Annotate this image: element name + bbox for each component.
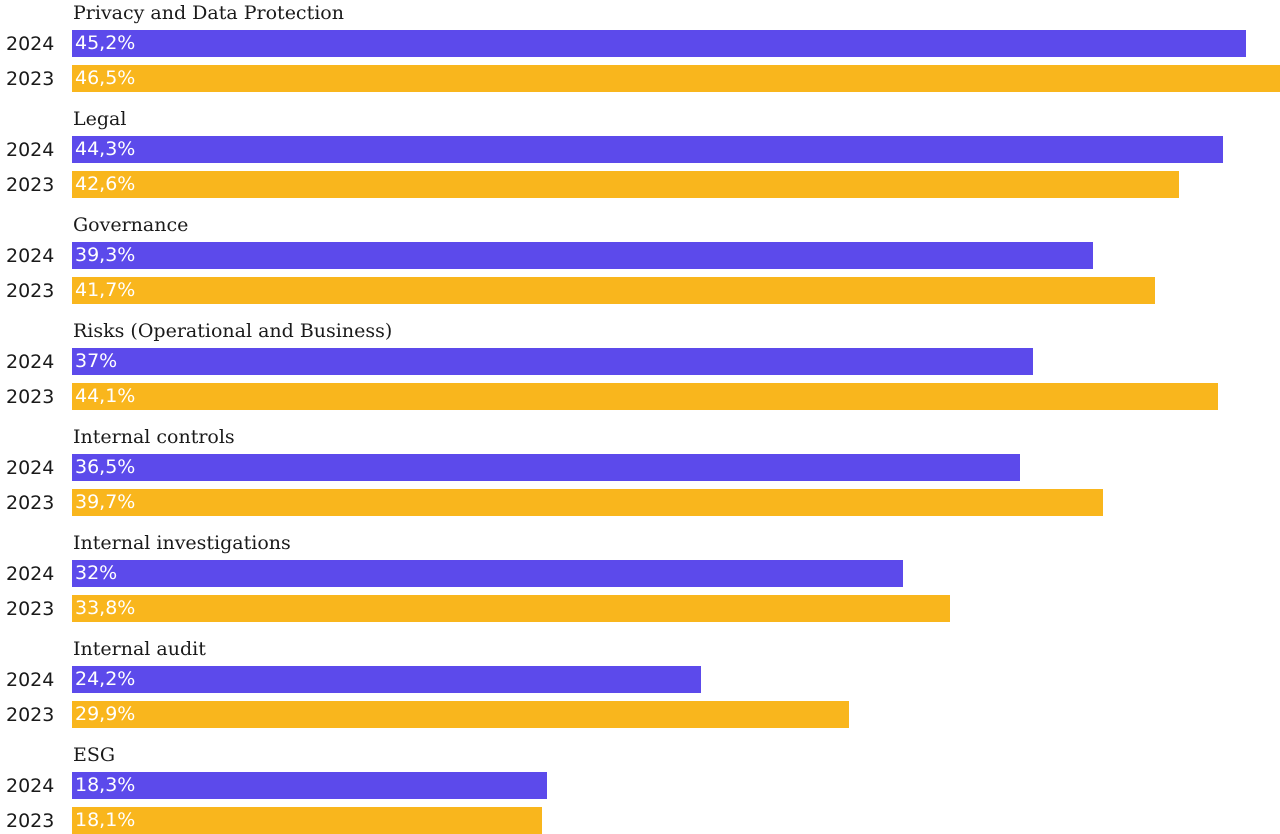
category-label: Internal controls bbox=[73, 426, 235, 448]
category-label: Internal audit bbox=[73, 638, 206, 660]
category-label: Internal investigations bbox=[73, 532, 291, 554]
bar-value-label: 33,8% bbox=[75, 597, 136, 619]
bar-2024 bbox=[72, 454, 1021, 481]
bar-value-label: 24,2% bbox=[75, 668, 136, 690]
series-year-label: 2023 bbox=[6, 280, 55, 302]
bar-value-label: 46,5% bbox=[75, 67, 136, 89]
bar-value-label: 29,9% bbox=[75, 703, 136, 725]
bar-2024 bbox=[72, 772, 548, 799]
bar-value-label: 39,3% bbox=[75, 244, 136, 266]
bar-value-label: 18,1% bbox=[75, 809, 136, 831]
series-year-label: 2024 bbox=[6, 351, 55, 373]
bar-value-label: 45,2% bbox=[75, 32, 136, 54]
series-year-label: 2024 bbox=[6, 245, 55, 267]
bar-2023 bbox=[72, 65, 1280, 92]
series-year-label: 2023 bbox=[6, 174, 55, 196]
bar-value-label: 18,3% bbox=[75, 774, 136, 796]
series-year-label: 2023 bbox=[6, 492, 55, 514]
bar-2024 bbox=[72, 242, 1093, 269]
bar-value-label: 39,7% bbox=[75, 491, 136, 513]
series-year-label: 2024 bbox=[6, 139, 55, 161]
series-year-label: 2023 bbox=[6, 704, 55, 726]
series-year-label: 2023 bbox=[6, 810, 55, 832]
category-label: Legal bbox=[73, 108, 127, 130]
bar-2024 bbox=[72, 348, 1034, 375]
bar-2023 bbox=[72, 489, 1104, 516]
bar-2023 bbox=[72, 171, 1179, 198]
bar-value-label: 42,6% bbox=[75, 173, 136, 195]
bar-2024 bbox=[72, 560, 904, 587]
series-year-label: 2023 bbox=[6, 598, 55, 620]
bar-2024 bbox=[72, 666, 701, 693]
series-year-label: 2024 bbox=[6, 563, 55, 585]
series-year-label: 2024 bbox=[6, 669, 55, 691]
series-year-label: 2024 bbox=[6, 33, 55, 55]
bar-2023 bbox=[72, 277, 1156, 304]
category-label: Governance bbox=[73, 214, 189, 236]
bar-2023 bbox=[72, 383, 1218, 410]
bar-value-label: 44,3% bbox=[75, 138, 136, 160]
series-year-label: 2024 bbox=[6, 775, 55, 797]
bar-value-label: 37% bbox=[75, 350, 118, 372]
bar-2023 bbox=[72, 701, 849, 728]
bar-value-label: 36,5% bbox=[75, 456, 136, 478]
series-year-label: 2024 bbox=[6, 457, 55, 479]
series-year-label: 2023 bbox=[6, 386, 55, 408]
bar-2023 bbox=[72, 807, 543, 834]
bar-2023 bbox=[72, 595, 951, 622]
bar-2024 bbox=[72, 136, 1223, 163]
bar-value-label: 32% bbox=[75, 562, 118, 584]
bar-2024 bbox=[72, 30, 1247, 57]
bar-value-label: 41,7% bbox=[75, 279, 136, 301]
category-label: Privacy and Data Protection bbox=[73, 2, 344, 24]
category-label: Risks (Operational and Business) bbox=[73, 320, 393, 342]
category-label: ESG bbox=[73, 744, 116, 766]
bar-value-label: 44,1% bbox=[75, 385, 136, 407]
series-year-label: 2023 bbox=[6, 68, 55, 90]
